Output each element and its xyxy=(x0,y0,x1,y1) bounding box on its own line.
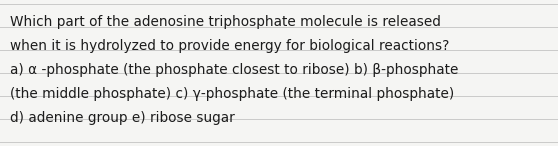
Text: a) α -phosphate (the phosphate closest to ribose) b) β-phosphate: a) α -phosphate (the phosphate closest t… xyxy=(10,63,458,77)
Text: when it is hydrolyzed to provide energy for biological reactions?: when it is hydrolyzed to provide energy … xyxy=(10,39,449,53)
Text: Which part of the adenosine triphosphate molecule is released: Which part of the adenosine triphosphate… xyxy=(10,15,441,29)
Text: d) adenine group e) ribose sugar: d) adenine group e) ribose sugar xyxy=(10,111,235,125)
Text: (the middle phosphate) c) γ-phosphate (the terminal phosphate): (the middle phosphate) c) γ-phosphate (t… xyxy=(10,87,454,101)
